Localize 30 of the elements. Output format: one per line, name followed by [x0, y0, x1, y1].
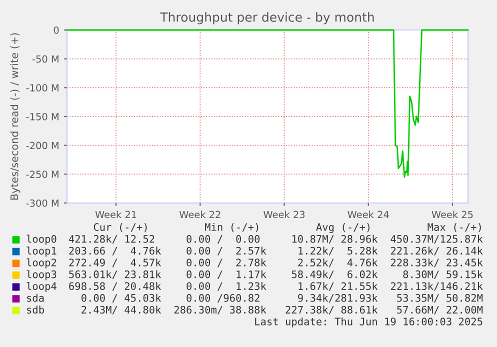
x-tick-label: Week 22 — [179, 210, 220, 218]
text: 0.00 / 45.03k 0.00 /960.82 9.34k/281.93k 53.35M/ 50.82M — [81, 294, 483, 303]
text: 563.01k/ 23.81k 0.00 / 1.17k 58.49k/ 6.02k 8.30M/ 59.15k — [69, 270, 483, 280]
legend-label: loop2 — [26, 258, 56, 268]
y-tick-label: -300 M — [26, 199, 58, 207]
x-tick-label: Week 21 — [95, 210, 136, 218]
legend-label: loop1 — [26, 246, 56, 257]
text: 272.49 / 4.57k 0.00 / 2.78k 2.52k/ 4.76k 228.33k/ 23.45k — [69, 258, 483, 268]
chart-title: Throughput per device - by month — [160, 12, 374, 24]
legend-label: sda — [27, 294, 44, 302]
y-tick-label: -150 M — [26, 112, 58, 120]
text: 421.28k/ 12.52 0.00 / 0.00 10.87M/ 28.96k 450.37M/125.87k — [68, 234, 483, 244]
legend-label: loop0 — [26, 234, 56, 245]
text: Last update: Thu Jun 19 16:00:03 2025 — [255, 317, 482, 328]
y-tick-label: -250 M — [26, 170, 58, 178]
x-tick-label: Week 25 — [432, 210, 473, 218]
y-tick-label: 0 — [54, 26, 59, 34]
y-axis-title: Bytes/second read (-) / write (+) — [10, 33, 20, 200]
text: 203.66 / 4.76k 0.00 / 2.57k 1.22k/ 5.28k 221.26k/ 26.14k — [69, 246, 483, 256]
y-tick-label: -100 M — [26, 84, 58, 92]
x-tick-label: Week 23 — [264, 210, 305, 218]
y-tick-label: -200 M — [26, 142, 58, 150]
x-tick-label: Week 24 — [348, 210, 389, 218]
legend-label: sdb — [27, 306, 44, 314]
text: 698.58 / 20.48k 0.00 / 1.23k 1.67k/ 21.55k 221.13k/146.21k — [69, 282, 483, 291]
text: Cur (-/+) Min (-/+) Avg (-/+) Max (-/+) — [94, 222, 481, 234]
legend-label: loop4 — [26, 282, 56, 292]
legend-label: loop3 — [26, 270, 56, 280]
y-tick-label: -50 M — [32, 55, 58, 63]
text: 2.43M/ 44.80k 286.30m/ 38.88k 227.38k/ 88.61k 57.66M/ 22.00M — [82, 306, 483, 314]
